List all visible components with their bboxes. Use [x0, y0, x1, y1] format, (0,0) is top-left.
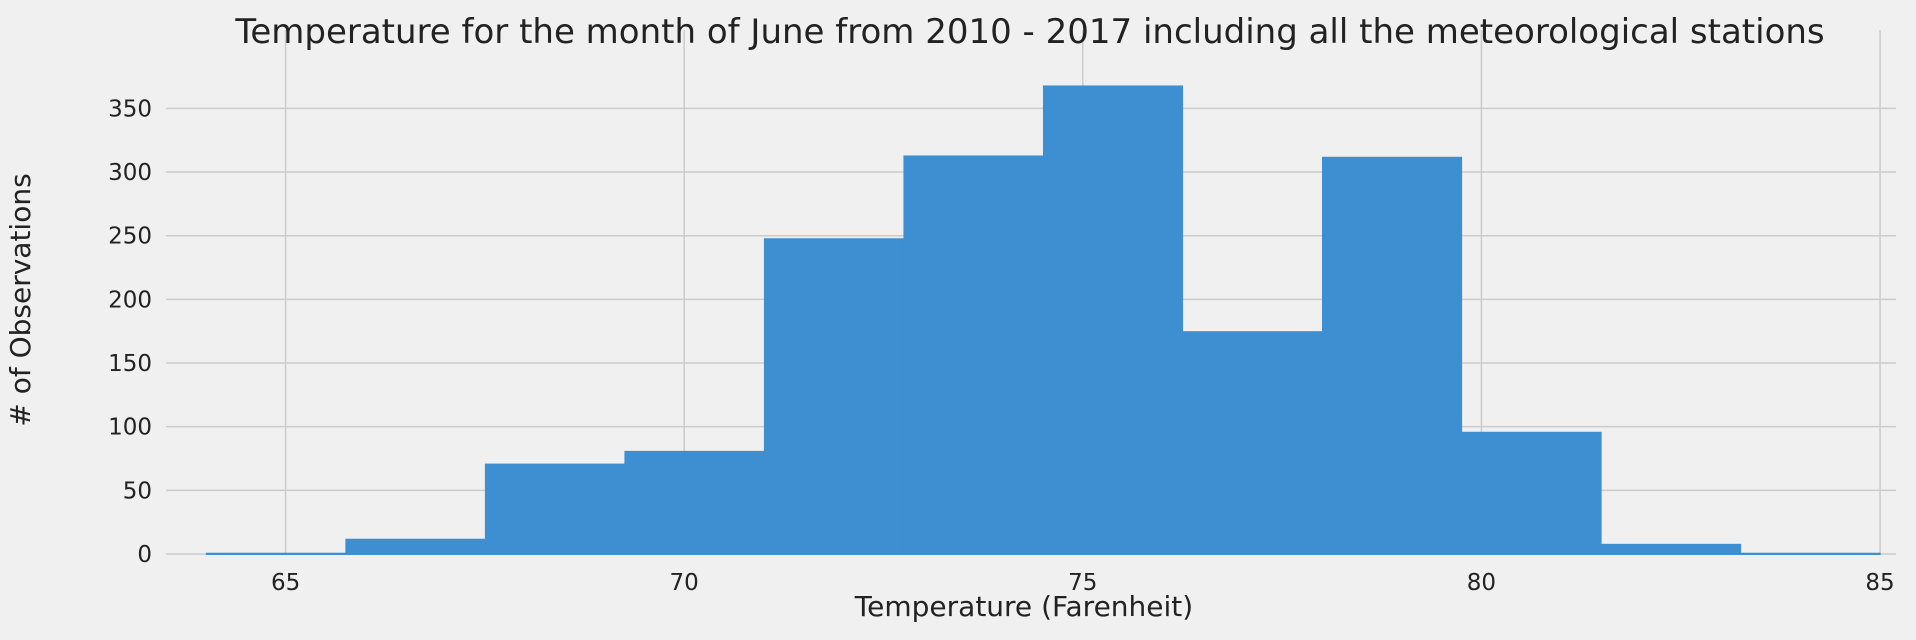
- x-tick-label: 80: [1467, 570, 1496, 596]
- y-tick-label: 100: [108, 415, 152, 441]
- y-tick-label: 300: [108, 160, 152, 186]
- x-tick-label: 85: [1865, 570, 1894, 596]
- y-axis-ticks: 0 50 100 150 200 250 300 350: [108, 96, 152, 568]
- x-tick-label: 75: [1068, 570, 1097, 596]
- x-axis-ticks: 65 70 75 80 85: [271, 570, 1895, 596]
- y-tick-label: 200: [108, 287, 152, 313]
- histogram-bar: [484, 463, 626, 555]
- chart-title: Temperature for the month of June from 2…: [234, 12, 1824, 52]
- y-tick-label: 0: [137, 542, 152, 568]
- histogram-bars: [205, 85, 1881, 556]
- histogram-bar: [1042, 85, 1184, 555]
- y-axis-label: # of Observations: [4, 173, 37, 426]
- y-tick-label: 350: [108, 96, 152, 122]
- x-tick-label: 65: [271, 570, 300, 596]
- y-tick-label: 50: [123, 478, 152, 504]
- x-tick-label: 70: [670, 570, 699, 596]
- y-tick-label: 150: [108, 351, 152, 377]
- histogram-bar: [1601, 543, 1742, 555]
- histogram-bar: [1321, 156, 1463, 556]
- histogram-bar: [205, 552, 346, 555]
- x-axis-label: Temperature (Farenheit): [854, 590, 1193, 623]
- histogram-bar: [624, 450, 765, 555]
- histogram-bar: [345, 538, 486, 555]
- histogram-bar: [1740, 552, 1881, 555]
- histogram-bar: [1461, 431, 1602, 555]
- histogram-bar: [763, 238, 905, 555]
- histogram-bar: [903, 155, 1044, 555]
- histogram-bar: [1182, 331, 1323, 555]
- y-tick-label: 250: [108, 224, 152, 250]
